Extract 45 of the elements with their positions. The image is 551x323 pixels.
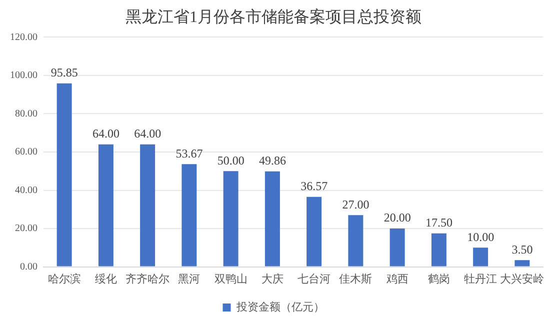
data-label: 53.67	[176, 146, 203, 160]
data-label: 64.00	[92, 126, 120, 141]
x-tick-label: 佳木斯	[339, 272, 372, 286]
legend-label: 投资金额（亿元）	[235, 300, 324, 314]
data-label: 3.50	[512, 242, 533, 256]
y-tick-label: 20.00	[15, 223, 38, 234]
x-tick-label: 鸡西	[385, 273, 408, 286]
bar	[473, 248, 488, 266]
bar	[264, 171, 280, 266]
y-tick-label: 0.00	[20, 261, 38, 272]
bar	[223, 171, 238, 266]
x-tick-label: 双鸭山	[214, 272, 248, 286]
bar	[348, 215, 364, 266]
data-label: 64.00	[134, 126, 162, 141]
data-label: 49.86	[258, 154, 286, 168]
data-label: 20.00	[384, 210, 411, 225]
x-tick-label: 大庆	[261, 272, 284, 286]
y-tick-label: 60.00	[15, 146, 38, 158]
bar	[98, 144, 114, 266]
y-tick-label: 100.00	[10, 70, 38, 82]
data-label: 27.00	[342, 197, 370, 212]
y-tick-label: 120.00	[10, 32, 38, 43]
data-label: 95.85	[50, 66, 78, 80]
x-tick-label: 七台河	[298, 272, 331, 286]
bar	[306, 196, 322, 266]
bar	[514, 260, 530, 266]
bar	[140, 144, 156, 266]
bar	[182, 164, 197, 266]
y-tick-label: 80.00	[15, 108, 38, 120]
x-tick-label: 哈尔滨	[48, 272, 81, 286]
x-tick-label: 鹤岗	[428, 272, 450, 286]
data-label: 10.00	[467, 230, 494, 244]
bar	[431, 233, 446, 266]
chart-title: 黑龙江省1月份各市储能备案项目总投资额	[126, 8, 422, 26]
data-label: 36.57	[300, 178, 328, 193]
bar	[56, 83, 72, 266]
y-tick-label: 40.00	[15, 184, 38, 196]
x-tick-label: 黑河	[178, 273, 200, 286]
bar	[390, 228, 405, 266]
x-tick-label: 绥化	[94, 272, 117, 286]
x-tick-label: 大兴安岭	[500, 272, 544, 286]
data-label: 17.50	[425, 215, 452, 230]
x-tick-label: 齐齐哈尔	[126, 272, 170, 286]
x-tick-label: 牡丹江	[464, 273, 498, 286]
data-label: 50.00	[217, 153, 244, 168]
